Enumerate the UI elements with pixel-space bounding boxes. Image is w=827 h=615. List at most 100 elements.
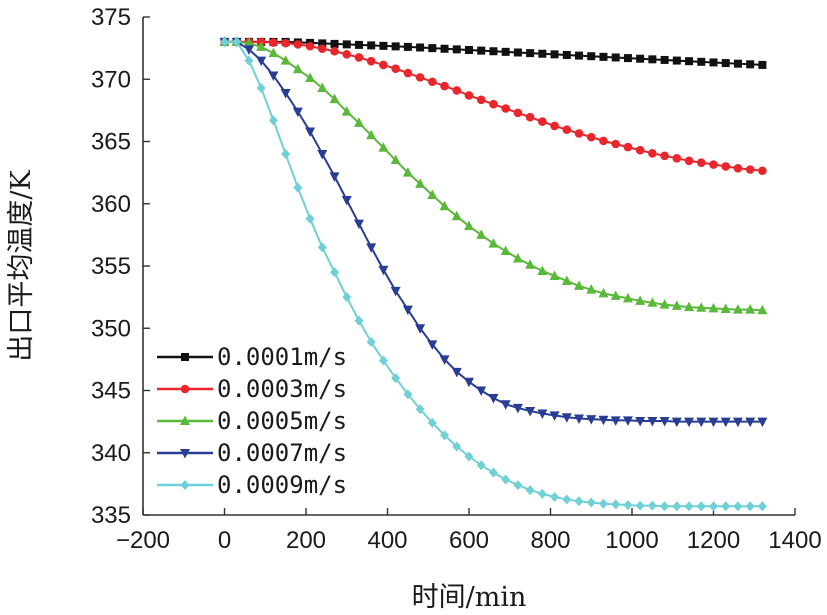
data-point [391, 64, 400, 73]
data-point [562, 125, 572, 134]
data-point [379, 41, 388, 50]
data-point [452, 86, 462, 95]
data-point [635, 417, 646, 427]
data-point [733, 163, 743, 173]
data-point [721, 162, 731, 171]
data-point [538, 117, 547, 126]
x-tick-label: 400 [367, 527, 407, 554]
y-axis-title: 出口平均温度/K [6, 170, 37, 362]
data-point [452, 441, 462, 452]
data-point [574, 496, 584, 507]
data-point [439, 200, 450, 211]
legend-entry: 0.0005m/s [157, 407, 347, 435]
x-tick-label: −200 [116, 527, 170, 554]
data-point [488, 393, 499, 404]
data-point [378, 355, 388, 366]
data-point [476, 95, 486, 105]
data-point [685, 57, 694, 66]
data-point [526, 49, 535, 58]
data-point [598, 287, 609, 298]
legend: 0.0001m/s 0.0003m/s 0.0005m/s 0.0007m/s 0.00… [157, 343, 347, 499]
data-point [525, 259, 536, 269]
data-point [745, 304, 756, 314]
data-point [648, 149, 657, 158]
legend-entry: 0.0009m/s [157, 471, 347, 499]
data-point [720, 417, 731, 428]
data-point [561, 413, 572, 423]
data-point [611, 499, 621, 510]
legend-label: 0.0005m/s [217, 407, 347, 435]
data-point [610, 416, 621, 426]
y-tick-label: 350 [91, 315, 131, 342]
data-point [512, 403, 523, 414]
data-point [513, 480, 523, 491]
data-point [757, 417, 768, 428]
data-point [440, 44, 449, 53]
data-point [256, 41, 267, 51]
data-point [720, 303, 731, 313]
data-point [696, 302, 707, 312]
data-point [599, 52, 608, 61]
data-point [256, 56, 267, 67]
data-point [635, 295, 646, 305]
data-point [427, 417, 437, 428]
data-point [561, 275, 572, 285]
data-point [501, 104, 510, 113]
data-point [550, 491, 560, 502]
data-point [709, 160, 718, 169]
data-point [354, 315, 364, 326]
data-point [684, 156, 694, 166]
data-point [305, 41, 315, 51]
data-point [500, 245, 511, 256]
data-point [366, 336, 376, 347]
data-point [709, 58, 718, 67]
data-point [513, 108, 523, 118]
data-point [575, 51, 584, 60]
data-point [451, 210, 462, 221]
series-3 [219, 36, 768, 315]
y-tick-label: 335 [91, 502, 131, 529]
data-point [721, 501, 731, 512]
data-point [427, 189, 438, 200]
data-point [477, 46, 486, 55]
y-tick-label: 370 [91, 66, 131, 93]
data-point [415, 404, 425, 415]
legend-marker [181, 353, 189, 361]
data-point [488, 467, 498, 478]
data-point [317, 242, 327, 253]
data-point [416, 43, 425, 52]
data-point [428, 44, 437, 53]
data-point [610, 290, 621, 300]
data-point [464, 451, 474, 462]
legend-entry: 0.0007m/s [157, 439, 347, 467]
data-point [452, 45, 461, 54]
data-point [268, 47, 279, 58]
data-point [341, 196, 352, 206]
data-point [745, 501, 755, 512]
data-point [378, 142, 389, 152]
data-point [390, 154, 401, 165]
data-point [342, 292, 352, 303]
data-point [721, 59, 730, 68]
data-point [671, 417, 682, 428]
data-point [697, 57, 706, 66]
x-tick-label: 600 [449, 527, 489, 554]
data-point [562, 494, 572, 505]
data-point [329, 93, 340, 104]
data-point [367, 41, 376, 50]
data-point [684, 417, 695, 428]
data-point [586, 132, 596, 142]
data-point [709, 501, 718, 512]
legend-entry: 0.0001m/s [157, 343, 347, 371]
series-5 [220, 36, 767, 512]
data-point [635, 500, 645, 511]
data-point [660, 151, 669, 161]
data-point [476, 229, 487, 239]
data-point [280, 88, 291, 99]
data-point [648, 55, 657, 64]
data-point [305, 127, 316, 138]
y-tick-label: 345 [91, 378, 131, 405]
data-point [318, 44, 327, 54]
legend-marker [180, 415, 190, 425]
data-point [512, 253, 523, 263]
